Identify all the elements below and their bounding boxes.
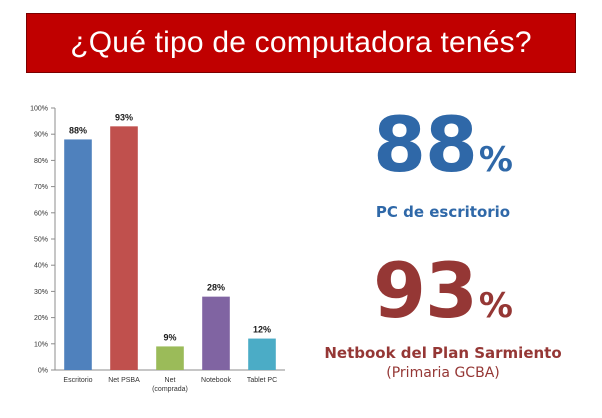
highlight-escritorio-percent: % <box>478 140 513 180</box>
bar <box>156 346 184 370</box>
data-label: 9% <box>163 332 176 342</box>
highlight-netbook-subcaption: (Primaria GCBA) <box>386 365 500 381</box>
bar-chart: 0% 10% 20% 30% 40% 50% 60% 70% 80% 90% 100% 88% Escr… <box>30 106 285 393</box>
data-label: 28% <box>207 283 225 293</box>
data-label: 93% <box>115 112 133 122</box>
highlight-netbook-percent: % <box>478 286 513 326</box>
data-label: 88% <box>69 125 87 135</box>
y-tick-label: 30% <box>34 289 48 296</box>
y-tick-label: 20% <box>34 315 48 322</box>
bar <box>202 296 230 370</box>
y-tick-label: 0% <box>38 368 48 375</box>
y-tick-label: 50% <box>34 237 48 244</box>
x-tick-label: Net <box>165 377 176 384</box>
x-tick-label: Net PSBA <box>108 377 140 384</box>
highlight-escritorio: 88% <box>318 100 568 189</box>
bar <box>64 139 92 370</box>
title-banner: ¿Qué tipo de computadora tenés? <box>26 13 576 73</box>
y-tick-label: 40% <box>34 263 48 270</box>
y-tick-label: 90% <box>34 132 48 139</box>
y-tick-label: 60% <box>34 210 48 217</box>
page-title: ¿Qué tipo de computadora tenés? <box>70 26 532 59</box>
y-tick-label: 80% <box>34 158 48 165</box>
y-tick-label: 70% <box>34 184 48 191</box>
x-tick-label: (comprada) <box>152 386 188 393</box>
highlight-escritorio-caption: PC de escritorio <box>375 203 511 221</box>
y-tick-label: 100% <box>30 106 48 113</box>
x-tick-label: Tablet PC <box>247 377 277 384</box>
highlight-escritorio-number: 88 <box>373 100 478 189</box>
highlight-netbook-number: 93 <box>373 246 478 335</box>
y-tick-label: 10% <box>34 341 48 348</box>
bar <box>110 126 138 370</box>
highlight-netbook: 93% <box>318 246 568 335</box>
data-label: 12% <box>253 325 271 335</box>
highlight-netbook-caption: Netbook del Plan Sarmiento <box>324 344 562 362</box>
x-tick-label: Notebook <box>201 377 231 384</box>
x-tick-label: Escritorio <box>63 377 92 384</box>
bar <box>248 338 276 370</box>
